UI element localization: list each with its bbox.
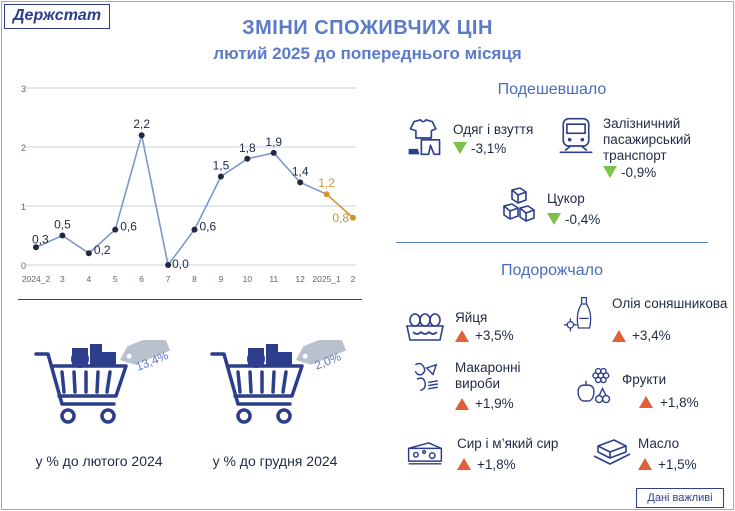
x-tick-label: 10 [243, 274, 253, 284]
up-arrow-icon [455, 398, 469, 410]
train-icon [559, 117, 593, 154]
x-tick-label: 2024_2 [22, 274, 51, 284]
data-label: 0,2 [94, 243, 111, 257]
data-point [297, 179, 304, 186]
data-label: 0,6 [120, 220, 137, 234]
x-tick-label: 12 [295, 274, 305, 284]
data-matter-button[interactable]: Дані важливі [636, 488, 724, 508]
data-label: 1,9 [265, 135, 282, 149]
shopping-cart-icon [210, 331, 347, 424]
up-arrow-icon [639, 396, 653, 408]
x-tick-label: 7 [166, 274, 171, 284]
item-label: Одяг і взуття [453, 122, 534, 137]
data-point [138, 132, 145, 139]
x-tick-label: 2025_1 [312, 274, 341, 284]
x-tick-label: 2 [351, 274, 356, 284]
stat-caption: у % до грудня 2024 [212, 453, 338, 469]
data-point [323, 191, 330, 198]
data-label: 2,2 [133, 117, 150, 131]
item-value: +1,9% [475, 396, 514, 411]
y-tick-label: 0 [21, 261, 26, 271]
series-line [35, 134, 327, 267]
x-tick-label: 6 [139, 274, 144, 284]
cheese-icon [407, 442, 443, 465]
item-label: Масло [638, 436, 680, 451]
brand-logo: Держстат [4, 4, 111, 29]
data-label: 0,6 [200, 220, 217, 234]
data-point [350, 214, 356, 221]
pasta-icon [414, 362, 438, 392]
x-tick-label: 9 [219, 274, 224, 284]
up-arrow-icon [612, 330, 626, 342]
item-label: Яйця [455, 310, 488, 325]
data-point [112, 226, 119, 233]
item-value: +1,5% [658, 457, 697, 472]
section-cheaper-heading: Подешевшало [497, 81, 607, 98]
page-subtitle: лютий 2025 до попереднього місяця [213, 44, 522, 63]
data-point [244, 155, 251, 162]
down-arrow-icon [547, 213, 561, 225]
section-pricier-heading: Подорожчало [500, 262, 604, 279]
shopping-cart-icon [34, 331, 171, 424]
x-tick-label: 5 [113, 274, 118, 284]
item-value: +1,8% [477, 457, 516, 472]
down-arrow-icon [453, 142, 467, 154]
data-label: 0,5 [54, 218, 71, 232]
y-tick-label: 2 [21, 143, 26, 153]
data-point [217, 173, 224, 180]
eggs-icon [406, 313, 444, 341]
item-value: +3,5% [475, 328, 514, 343]
down-arrow-icon [603, 166, 617, 178]
data-point [165, 262, 172, 268]
data-label: 0,3 [32, 232, 49, 246]
clothes-icon [408, 119, 441, 156]
data-label: 1,5 [213, 159, 230, 173]
data-point [270, 149, 277, 156]
data-label: 0,8 [332, 211, 349, 225]
sugar-cubes-icon [503, 187, 535, 222]
page-title: ЗМІНИ СПОЖИВЧИХ ЦІН [242, 17, 493, 39]
stat-yoy: 13,4% у % до лютого 2024 [14, 331, 184, 469]
up-arrow-icon [457, 458, 471, 470]
data-point [59, 232, 66, 239]
item-label: Сир і м’який сир [457, 436, 559, 451]
x-tick-label: 11 [269, 274, 278, 284]
oil-bottle-icon [564, 296, 592, 332]
x-tick-label: 3 [60, 274, 65, 284]
divider [396, 242, 708, 243]
data-label: 1,2 [318, 176, 335, 190]
series-line-highlight [326, 193, 354, 219]
x-tick-label: 8 [192, 274, 197, 284]
item-value: -0,4% [565, 212, 601, 227]
data-point [85, 250, 92, 257]
item-value: +3,4% [632, 328, 671, 343]
item-label: Макаронні вироби [455, 360, 521, 391]
data-point [33, 244, 39, 251]
item-label: Фрукти [622, 372, 667, 387]
divider [18, 299, 362, 300]
x-tick-label: 4 [86, 274, 91, 284]
item-label: Олія соняшникова [612, 296, 728, 311]
y-tick-label: 3 [21, 84, 26, 94]
data-label: 1,4 [292, 164, 309, 178]
stat-ytd: 2,0% у % до грудня 2024 [190, 331, 360, 469]
up-arrow-icon [638, 458, 652, 470]
stat-caption: у % до лютого 2024 [35, 453, 163, 469]
item-value: +1,8% [660, 395, 699, 410]
item-value: -0,9% [621, 165, 657, 180]
item-label: Цукор [547, 191, 585, 206]
data-point [191, 226, 198, 233]
y-tick-label: 1 [21, 202, 26, 212]
item-value: -3,1% [471, 141, 507, 156]
fruit-icon [577, 367, 611, 404]
data-label: 1,8 [239, 141, 256, 155]
butter-icon [593, 439, 631, 465]
data-label: 0,0 [172, 257, 189, 271]
up-arrow-icon [455, 330, 469, 342]
item-label: Залізничний пасажирський транспорт [603, 116, 691, 163]
